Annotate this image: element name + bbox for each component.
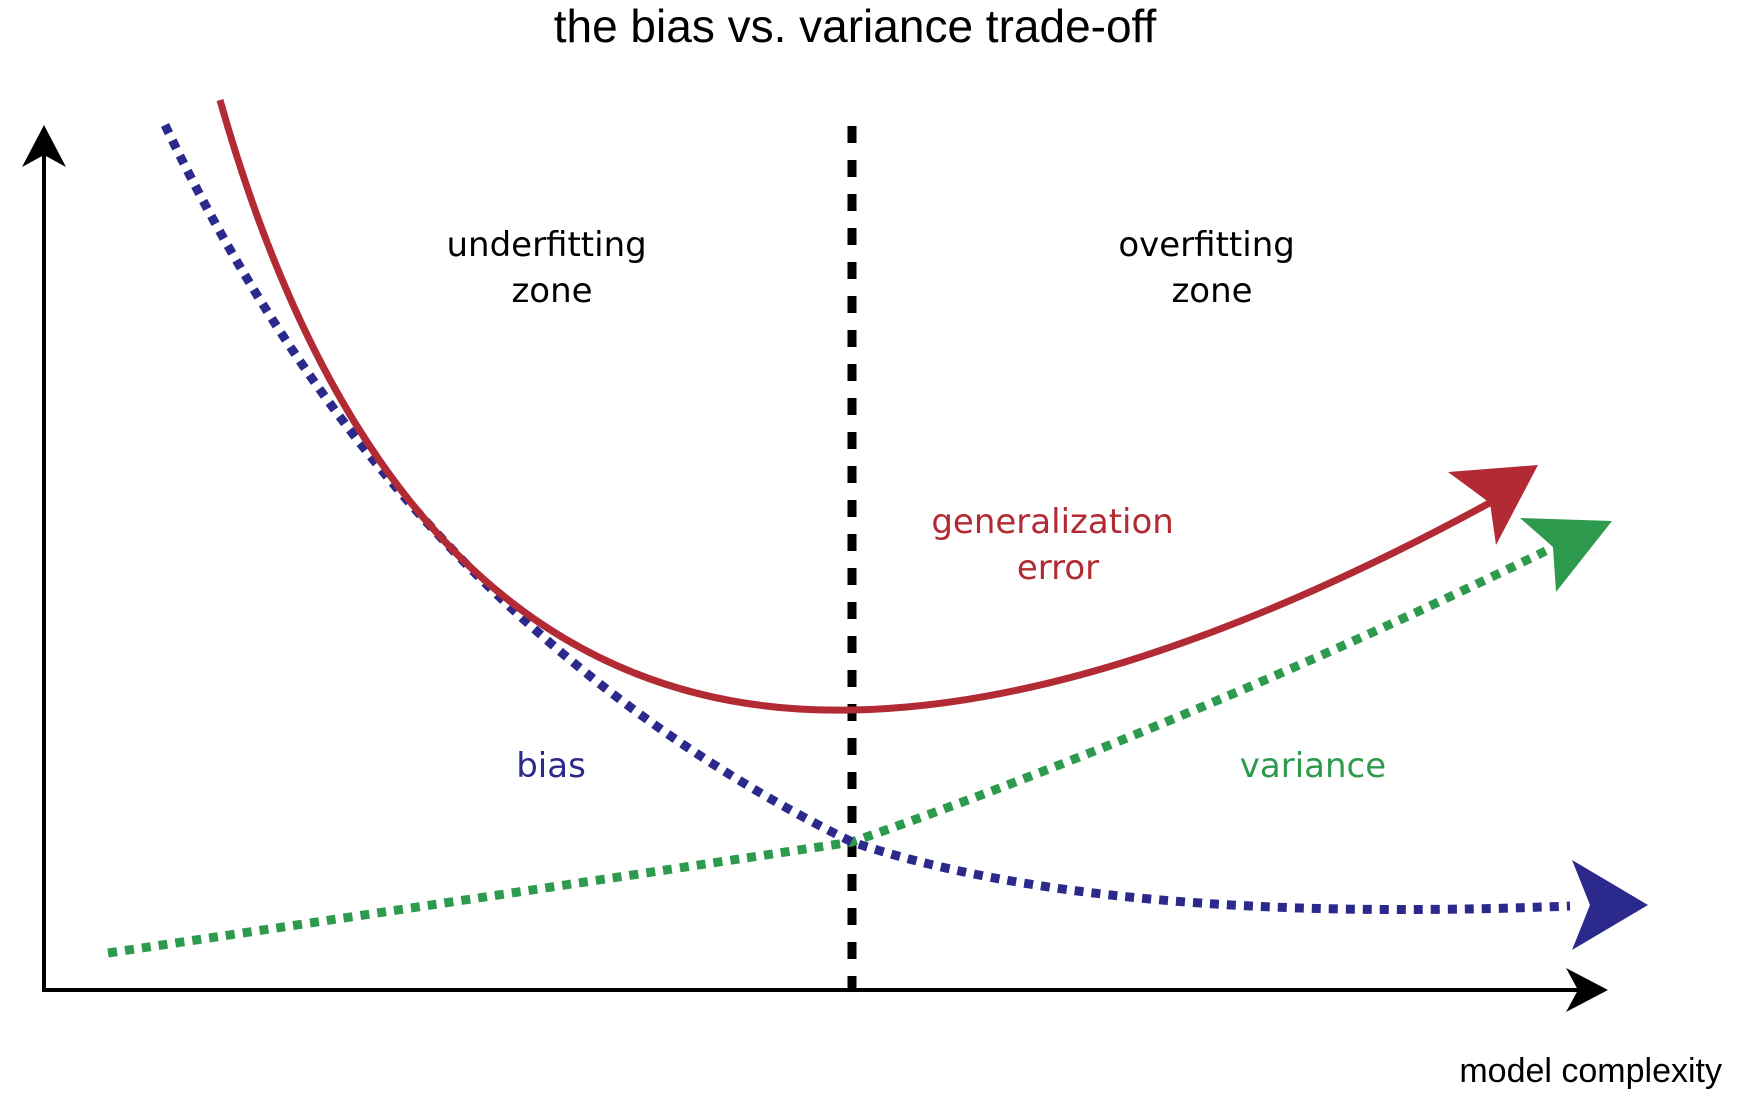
diagram-title: the bias vs. variance trade-off xyxy=(554,0,1157,52)
underfitting-zone-line-1: underfitting xyxy=(446,225,646,265)
generalization-error-arrowhead xyxy=(1448,465,1538,545)
variance-label: variance xyxy=(1240,746,1386,786)
overfitting-zone-line-2: zone xyxy=(1171,271,1252,311)
y-axis-arrowhead xyxy=(22,125,66,167)
overfitting-zone-line-1: overfitting xyxy=(1118,225,1294,265)
x-axis-label: model complexity xyxy=(1459,1052,1722,1090)
variance-curve xyxy=(107,518,1612,958)
generalization-error-label-line-2: error xyxy=(1017,548,1099,588)
underfitting-zone-line-2: zone xyxy=(511,271,592,311)
axes xyxy=(22,125,1608,1012)
underfitting-zone-label: underfitting zone xyxy=(446,225,657,311)
variance-line xyxy=(107,538,1564,958)
bias-label: bias xyxy=(516,746,586,786)
bias-curve xyxy=(160,123,1648,950)
overfitting-zone-label: overfitting zone xyxy=(1118,225,1305,311)
generalization-error-label-line-1: generalization xyxy=(931,502,1173,542)
x-axis-arrowhead xyxy=(1566,968,1608,1012)
generalization-error-curve xyxy=(216,99,1538,714)
bias-line xyxy=(160,123,1571,915)
generalization-error-line xyxy=(216,99,1497,714)
variance-arrowhead xyxy=(1520,518,1612,592)
bias-arrowhead xyxy=(1572,860,1648,950)
generalization-error-label: generalization error xyxy=(931,502,1184,588)
